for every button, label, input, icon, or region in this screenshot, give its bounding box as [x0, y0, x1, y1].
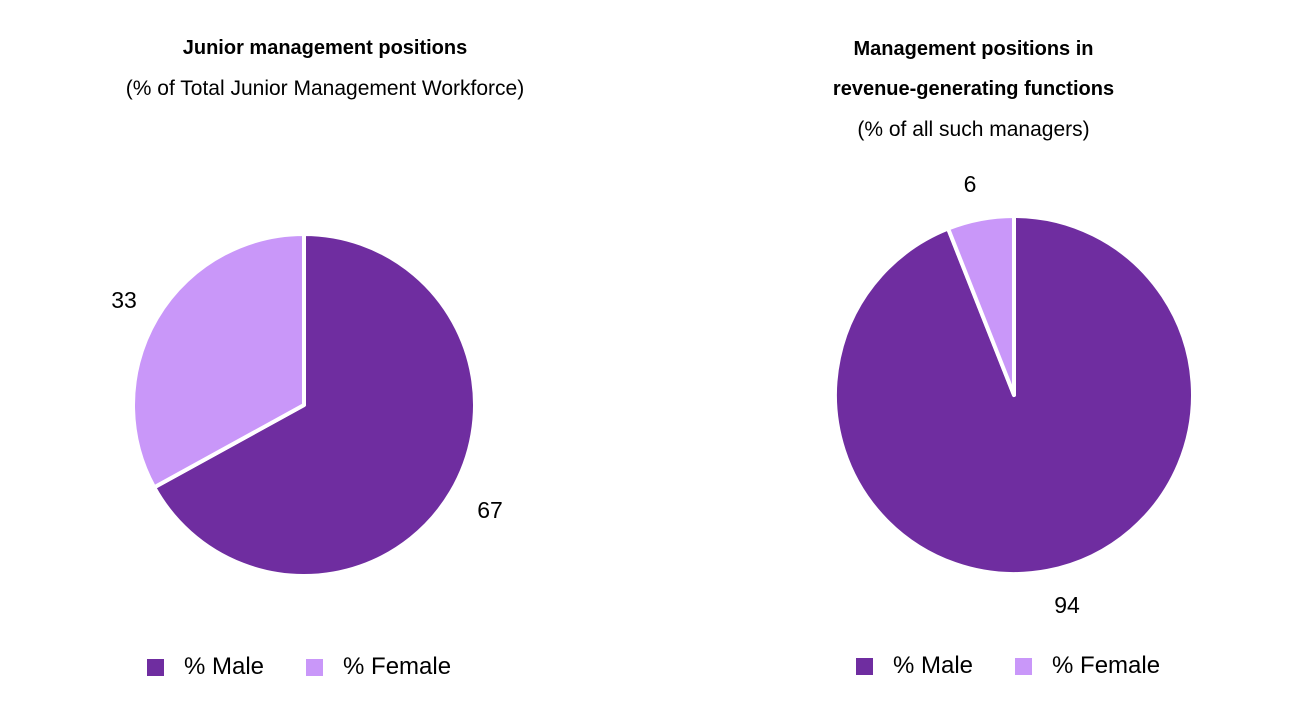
legend-item-male: % Male [856, 652, 973, 680]
pie-slice-female [946, 214, 1016, 397]
data-label-female: 33 [111, 287, 137, 313]
chart-title-line-2: revenue-generating functions [832, 78, 1115, 100]
legend-label-male: % Male [893, 652, 974, 679]
legend-swatch-male [147, 658, 164, 676]
data-label-female: 6 [964, 171, 977, 197]
legend-item-female: % Female [1015, 652, 1160, 680]
legend-swatch-male [856, 657, 873, 675]
legend-swatch-female [1015, 657, 1033, 675]
chart-subtitle: (% of all such managers) [857, 118, 1090, 141]
data-label-male: 67 [477, 497, 503, 523]
chart-subtitle: (% of Total Junior Management Workforce) [125, 77, 525, 100]
legend-swatch-female [306, 658, 324, 676]
pie-chart: 67 33 [111, 232, 503, 578]
legend-label-female: % Female [1052, 652, 1161, 679]
chart-title: Junior management positions [182, 37, 468, 59]
chart-title-line-1: Management positions in [853, 38, 1094, 60]
chart-junior-management: Junior management positions (% of Total … [111, 37, 525, 681]
pie-slice-male [833, 214, 1195, 576]
legend-item-male: % Male [147, 653, 264, 681]
legend-item-female: % Female [306, 653, 451, 681]
legend-label-male: % Male [184, 653, 265, 680]
legend: % Male % Female [147, 653, 493, 681]
pie-chart: 94 6 [833, 171, 1195, 618]
data-label-male: 94 [1054, 592, 1080, 618]
pie-slice-male [152, 232, 477, 578]
legend: % Male % Female [856, 652, 1202, 680]
chart-revenue-management: Management positions in revenue-generati… [650, 0, 1297, 721]
pie-slice-female [131, 232, 306, 490]
legend-label-female: % Female [343, 653, 452, 680]
